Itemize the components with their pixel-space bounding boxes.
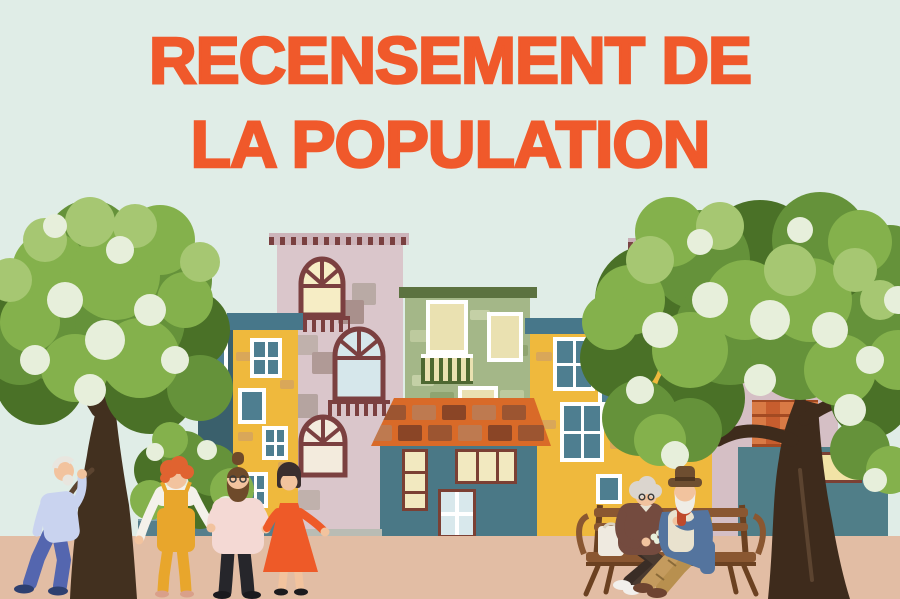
green-building-window — [487, 312, 523, 362]
tree-right — [580, 192, 900, 599]
family-holding-hands — [134, 452, 330, 599]
pink-building-left-cornice — [269, 233, 409, 245]
wall-brick — [470, 310, 490, 320]
poster-title: RECENSEMENT DE LA POPULATION — [0, 18, 900, 186]
wall-brick — [536, 352, 552, 361]
wall-brick — [238, 432, 253, 441]
arch-window-balustrade — [328, 400, 390, 416]
yellow-left-window — [250, 338, 282, 378]
wall-brick — [298, 490, 320, 510]
yellow-right-window — [560, 402, 604, 462]
green-building-cornice — [399, 287, 537, 298]
man-with-beard — [206, 452, 271, 599]
elderly-man-with-hat — [633, 466, 715, 598]
wall-brick — [280, 380, 294, 389]
wall-brick — [352, 283, 376, 305]
woman-in-orange-dress — [263, 462, 330, 596]
tree-right-foliage — [580, 192, 900, 494]
teal-house-door — [438, 489, 476, 538]
yellow-left-window — [262, 426, 288, 460]
teal-house-roof — [371, 398, 551, 446]
title-line-1: RECENSEMENT DE — [148, 22, 754, 99]
arch-window — [332, 326, 386, 402]
arch-window — [298, 256, 346, 318]
wall-brick — [236, 352, 252, 361]
wall-brick — [296, 335, 318, 355]
tree-left-foliage — [0, 197, 233, 434]
standing-elderly-man — [14, 456, 87, 596]
yellow-building-left-trim — [227, 313, 303, 330]
title-line-2: LA POPULATION — [189, 106, 711, 183]
wall-brick — [500, 390, 524, 401]
yellow-left-window — [238, 388, 266, 424]
teal-house-triple-window — [455, 449, 517, 484]
wall-brick — [296, 394, 318, 418]
green-building-balcony — [421, 354, 473, 384]
teal-house-tall-window — [402, 449, 428, 511]
arch-window-balustrade — [294, 316, 350, 332]
tree-left — [0, 197, 233, 599]
green-building-window — [426, 300, 468, 354]
woman-in-overalls — [134, 456, 216, 598]
building-base-strip — [290, 529, 382, 538]
yellow-right-window — [596, 474, 622, 504]
wall-brick — [312, 352, 336, 374]
ground — [0, 536, 900, 599]
arch-window — [298, 414, 348, 478]
elderly-couple-on-bench — [598, 466, 715, 598]
wall-brick — [540, 420, 556, 429]
